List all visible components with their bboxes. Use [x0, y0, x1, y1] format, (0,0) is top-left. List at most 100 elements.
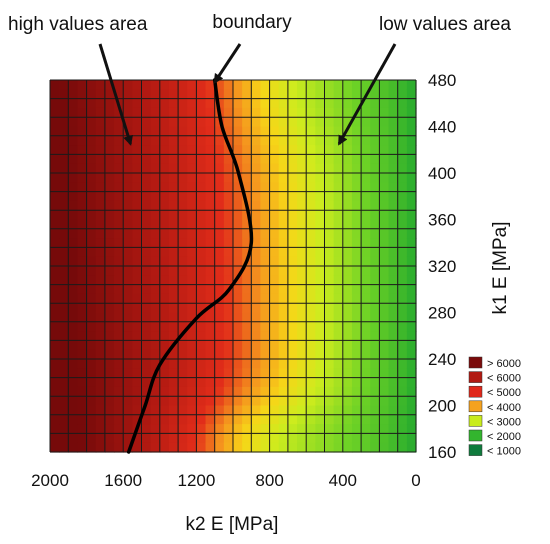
heatmap-cell — [187, 191, 197, 202]
heatmap-cell — [388, 359, 399, 369]
heatmap-cell — [351, 163, 362, 174]
heatmap-cell — [77, 135, 88, 146]
heatmap-cell — [123, 359, 133, 369]
heatmap-cell — [379, 256, 390, 267]
heatmap-cell — [370, 89, 380, 100]
heatmap-cell — [297, 340, 307, 351]
heatmap-cell — [351, 238, 362, 248]
heatmap-cell — [214, 173, 225, 183]
heatmap-cell — [306, 312, 316, 323]
heatmap-cell — [95, 386, 106, 397]
x-axis-label: k2 E [MPa] — [186, 514, 279, 535]
heatmap-cell — [306, 424, 316, 434]
heatmap-cell — [59, 219, 69, 230]
heatmap-cell — [95, 145, 106, 155]
heatmap-cell — [315, 117, 326, 128]
heatmap-cell — [251, 386, 262, 397]
heatmap-cell — [141, 107, 152, 118]
heatmap-cell — [187, 247, 197, 258]
heatmap-cell — [59, 321, 69, 332]
heatmap-cell — [306, 331, 316, 341]
heatmap-cell — [187, 219, 197, 230]
heatmap-cell — [361, 266, 371, 276]
heatmap-cell — [388, 303, 399, 314]
heatmap-cell — [196, 275, 207, 286]
heatmap-cell — [278, 126, 289, 137]
heatmap-cell — [168, 256, 179, 267]
heatmap-cell — [260, 377, 271, 388]
heatmap-cell — [178, 182, 188, 193]
heatmap-cell — [370, 396, 380, 407]
heatmap-cell — [388, 284, 399, 295]
heatmap-cell — [351, 219, 362, 230]
heatmap-cell — [95, 368, 106, 379]
heatmap-cell — [123, 377, 133, 388]
heatmap-cell — [251, 321, 262, 332]
heatmap-cell — [141, 228, 152, 239]
heatmap-cell — [104, 386, 115, 397]
heatmap-cell — [50, 126, 60, 137]
heatmap-cell — [406, 266, 417, 276]
heatmap-cell — [397, 126, 408, 137]
heatmap-cell — [114, 396, 124, 407]
heatmap-cell — [196, 154, 207, 165]
heatmap-cell — [214, 442, 225, 453]
heatmap-cell — [269, 340, 280, 351]
heatmap-cell — [150, 340, 161, 351]
heatmap-cell — [361, 219, 371, 230]
heatmap-cell — [370, 359, 380, 369]
heatmap-cell — [168, 191, 179, 202]
heatmap-cell — [150, 98, 161, 109]
heatmap-cell — [187, 117, 197, 128]
heatmap-cell — [361, 126, 371, 137]
heatmap-cell — [370, 107, 380, 118]
heatmap-cell — [223, 368, 234, 379]
heatmap-cell — [86, 154, 97, 165]
heatmap-cell — [278, 182, 289, 193]
heatmap-cell — [351, 414, 362, 425]
heatmap-cell — [50, 80, 60, 90]
heatmap-cell — [388, 331, 399, 341]
heatmap-cell — [333, 191, 344, 202]
heatmap-cell — [333, 284, 344, 295]
legend-swatch — [468, 444, 483, 456]
heatmap-cell — [306, 396, 316, 407]
heatmap-cell — [77, 424, 88, 434]
heatmap-cell — [59, 405, 69, 416]
heatmap-cell — [196, 256, 207, 267]
heatmap-cell — [86, 247, 97, 258]
heatmap-cell — [379, 163, 390, 174]
y-tick-label: 480 — [428, 71, 456, 90]
heatmap-cell — [251, 238, 262, 248]
heatmap-cell — [260, 312, 271, 323]
heatmap-cell — [123, 154, 133, 165]
heatmap-cell — [178, 266, 188, 276]
heatmap-cell — [150, 377, 161, 388]
y-tick-label: 160 — [428, 443, 456, 462]
heatmap-cell — [77, 331, 88, 341]
heatmap-cell — [50, 191, 60, 202]
heatmap-cell — [306, 200, 316, 211]
heatmap-cell — [342, 321, 353, 332]
heatmap-cell — [86, 266, 97, 276]
heatmap-cell — [168, 200, 179, 211]
heatmap-cell — [278, 266, 289, 276]
heatmap-cell — [205, 442, 216, 453]
heatmap-cell — [397, 414, 408, 425]
heatmap-cell — [269, 154, 280, 165]
heatmap-cell — [269, 275, 280, 286]
heatmap-cell — [251, 107, 262, 118]
heatmap-cell — [351, 321, 362, 332]
heatmap-cell — [132, 321, 143, 332]
heatmap-cell — [251, 80, 262, 90]
heatmap-cell — [324, 275, 335, 286]
heatmap-cell — [104, 98, 115, 109]
heatmap-cell — [104, 182, 115, 193]
y-tick-label: 440 — [428, 118, 456, 137]
heatmap-cell — [406, 247, 417, 258]
heatmap-cell — [251, 377, 262, 388]
heatmap-cell — [397, 145, 408, 155]
heatmap-cell — [114, 433, 124, 444]
heatmap-cell — [114, 126, 124, 137]
heatmap-cell — [269, 312, 280, 323]
